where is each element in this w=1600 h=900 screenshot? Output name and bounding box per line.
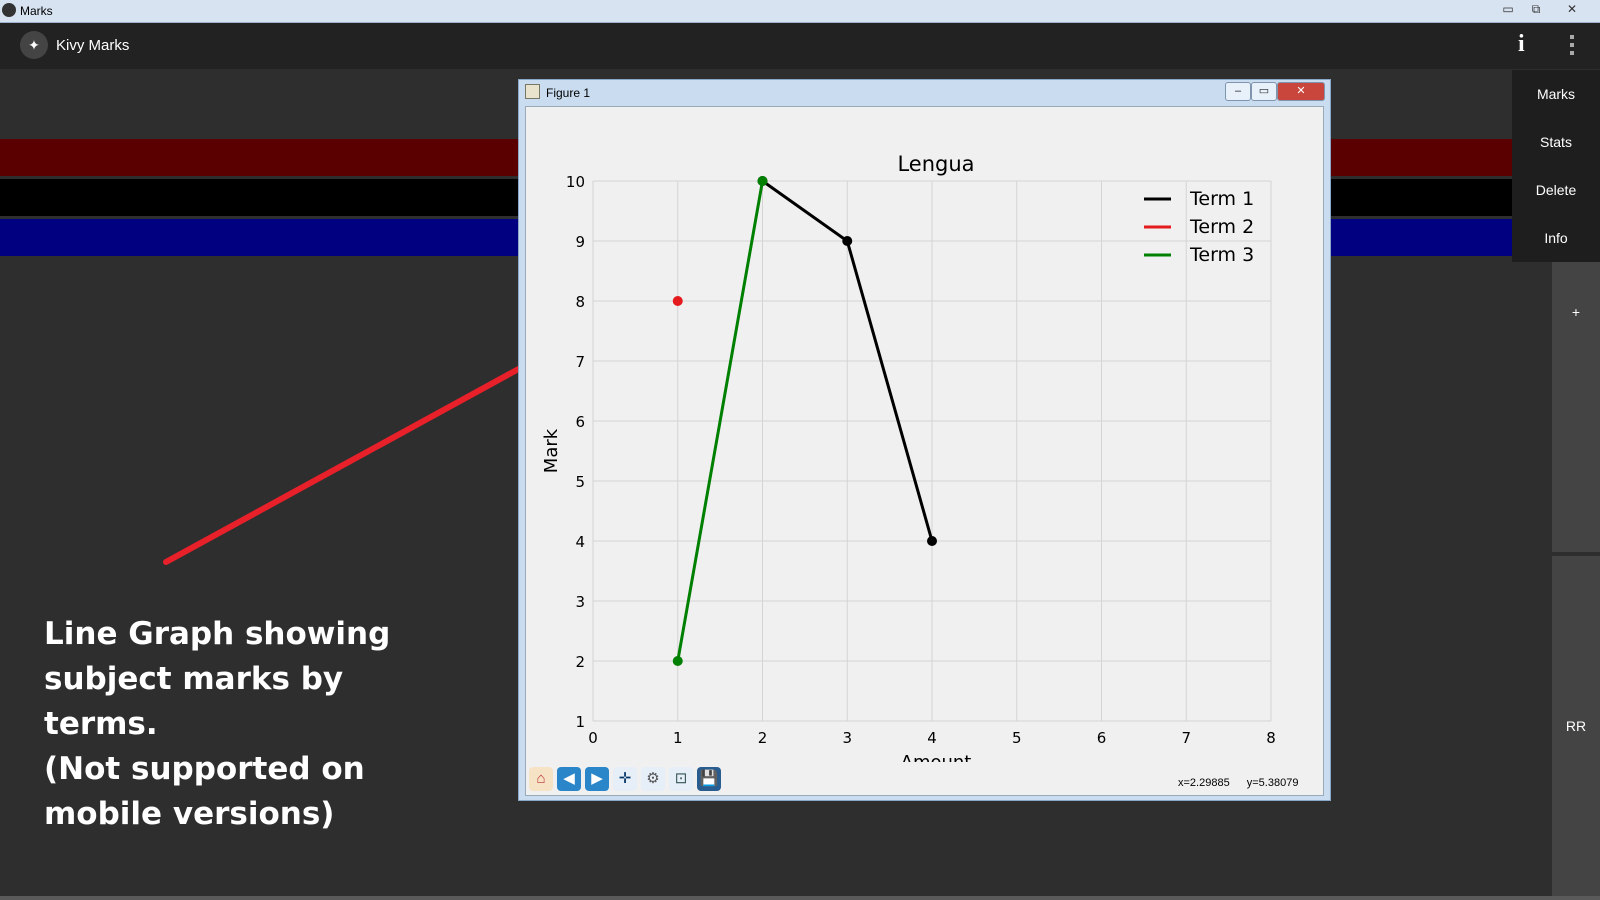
- series-line-3: [676, 180, 764, 662]
- dropdown-menu: Marks Stats Delete Info: [1512, 70, 1600, 262]
- close-button[interactable]: ✕: [1566, 2, 1578, 16]
- app-toolbar: ✦ Kivy Marks i: [0, 23, 1600, 69]
- figure-window: Figure 1 – ▭ ✕ 0 1 2 3 4 5 6 7 8 1 2 3 4 5 6 7 8 9 10 Lengu…: [518, 79, 1331, 801]
- x-tick-label: 3: [842, 729, 852, 747]
- legend-entry: Term 1: [1189, 188, 1254, 210]
- y-tick-label: 1: [575, 713, 585, 731]
- y-tick-label: 3: [575, 593, 585, 611]
- chart-title: Lengua: [897, 152, 974, 176]
- legend-entry: Term 3: [1189, 244, 1254, 266]
- x-tick-label: 2: [758, 729, 768, 747]
- figure-title: Figure 1: [525, 80, 590, 106]
- x-tick-label: 6: [1097, 729, 1107, 747]
- figure-maximize-button[interactable]: ▭: [1251, 82, 1277, 101]
- menu-item-delete[interactable]: Delete: [1535, 182, 1577, 198]
- x-tick-label: 8: [1266, 729, 1276, 747]
- rr-button[interactable]: RR: [1552, 556, 1600, 896]
- line-chart[interactable]: 01234567812345678910LenguaAmountMarkTerm…: [526, 107, 1323, 773]
- maximize-button[interactable]: ⧉: [1531, 2, 1541, 16]
- x-tick-label: 0: [588, 729, 598, 747]
- x-tick-label: 1: [673, 729, 683, 747]
- legend-entry: Term 2: [1189, 216, 1254, 238]
- cursor-y: y=5.38079: [1246, 777, 1299, 789]
- window-title: Marks: [20, 4, 53, 18]
- data-point-series-1: [842, 236, 853, 246]
- y-tick-label: 4: [575, 533, 585, 551]
- data-point-series-3: [757, 176, 768, 186]
- figure-minimize-button[interactable]: –: [1225, 82, 1251, 101]
- app-title: Kivy Marks: [56, 37, 130, 54]
- y-tick-label: 5: [575, 473, 585, 491]
- app-icon: [2, 3, 16, 17]
- minimize-button[interactable]: ▭: [1502, 2, 1514, 16]
- figure-app-icon: [525, 84, 540, 99]
- annotation-caption: Line Graph showing subject marks by term…: [44, 616, 391, 832]
- x-tick-label: 4: [927, 729, 937, 747]
- y-tick-label: 7: [575, 353, 585, 371]
- y-tick-label: 6: [575, 413, 585, 431]
- back-icon[interactable]: ◀: [557, 767, 581, 791]
- y-tick-label: 2: [575, 653, 585, 671]
- save-icon[interactable]: 💾: [697, 767, 721, 791]
- cursor-x: x=2.29885: [1178, 777, 1230, 789]
- y-axis-label: Mark: [541, 428, 562, 473]
- y-tick-label: 9: [575, 233, 585, 251]
- x-tick-label: 5: [1012, 729, 1022, 747]
- bottom-border: [0, 896, 1600, 900]
- add-button[interactable]: +: [1552, 262, 1600, 552]
- menu-item-stats[interactable]: Stats: [1540, 134, 1572, 150]
- plot-canvas[interactable]: 01234567812345678910LenguaAmountMarkTerm…: [525, 106, 1324, 796]
- pan-icon[interactable]: ✛: [613, 767, 637, 791]
- kivy-logo-icon: ✦: [20, 31, 48, 59]
- data-point-series-1: [927, 536, 937, 546]
- data-point-series-3: [672, 656, 683, 666]
- window-titlebar: Marks ▭ ⧉ ✕: [0, 0, 1600, 23]
- navigation-toolbar: ⌂ ◀ ▶ ✛ ⚙ ⊡ 💾: [529, 767, 725, 793]
- zoom-icon[interactable]: ⊡: [669, 767, 693, 791]
- y-tick-label: 8: [575, 293, 585, 311]
- menu-item-info[interactable]: Info: [1544, 230, 1568, 246]
- figure-close-button[interactable]: ✕: [1277, 82, 1325, 101]
- figure-title-text: Figure 1: [546, 86, 591, 100]
- data-point-series-2: [672, 296, 683, 306]
- menu-item-marks[interactable]: Marks: [1536, 86, 1576, 102]
- forward-icon[interactable]: ▶: [585, 767, 609, 791]
- cursor-coordinates: x=2.29885 y=5.38079: [1178, 777, 1312, 789]
- y-tick-label: 10: [566, 173, 585, 191]
- overflow-menu-icon[interactable]: [1570, 35, 1576, 61]
- info-icon[interactable]: i: [1518, 31, 1525, 57]
- home-icon[interactable]: ⌂: [529, 767, 553, 791]
- configure-icon[interactable]: ⚙: [641, 767, 665, 791]
- x-axis-label: Amount: [901, 752, 972, 762]
- x-tick-label: 7: [1181, 729, 1191, 747]
